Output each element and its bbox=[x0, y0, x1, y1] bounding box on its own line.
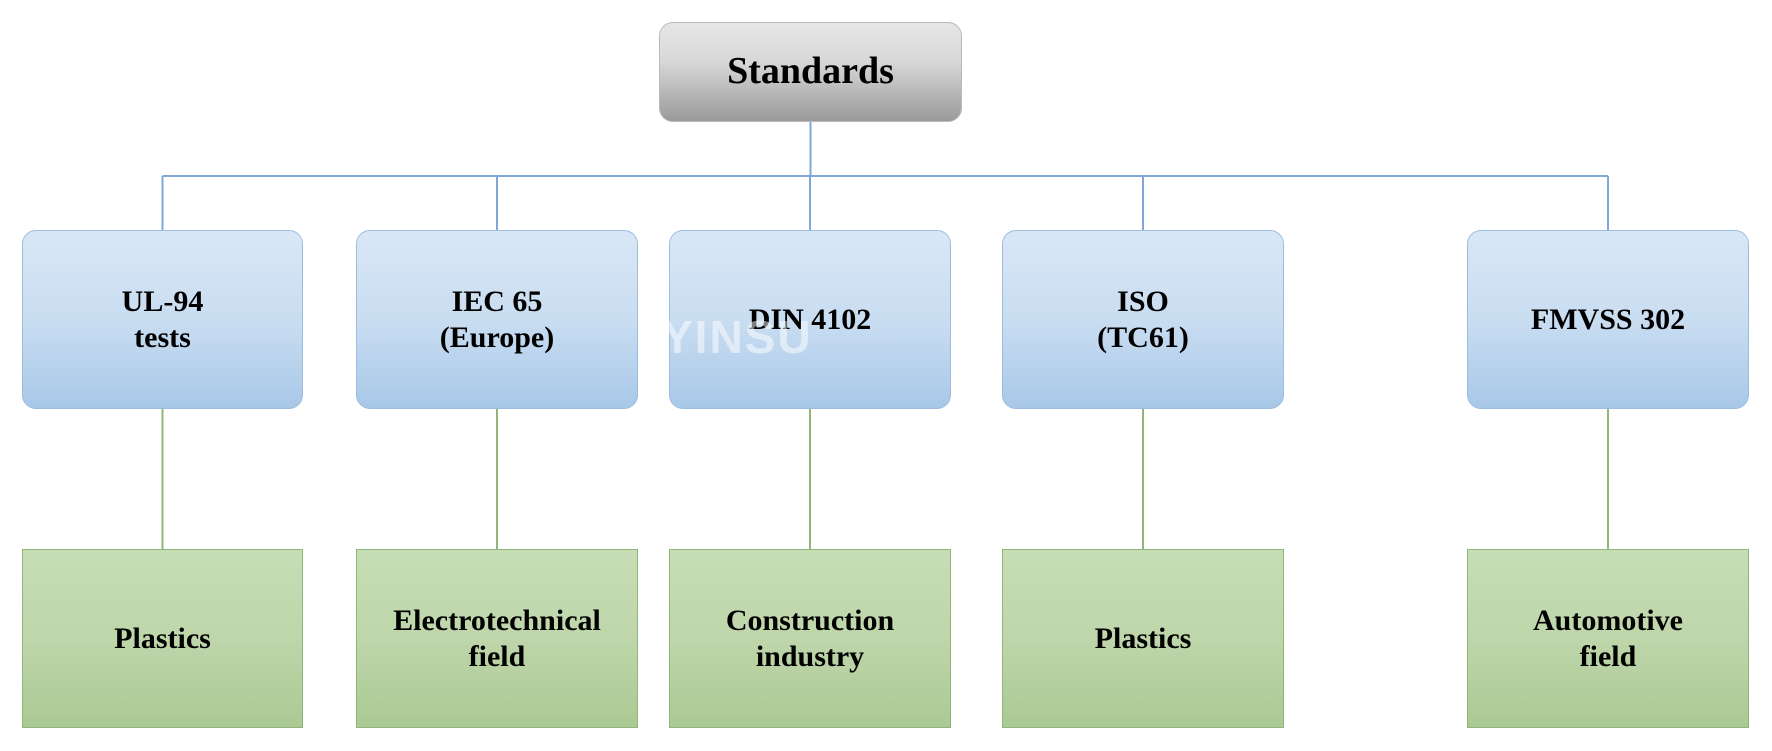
level2-node-ul94-leaf: Plastics bbox=[22, 549, 303, 728]
level2-node-iec65-leaf: Electrotechnical field bbox=[356, 549, 638, 728]
level1-node-iec65: IEC 65 (Europe) bbox=[356, 230, 638, 409]
level1-node-ul94: UL-94 tests bbox=[22, 230, 303, 409]
level2-node-din4102-leaf: Construction industry bbox=[669, 549, 951, 728]
level2-node-iso-leaf: Plastics bbox=[1002, 549, 1284, 728]
level1-node-iso: ISO (TC61) bbox=[1002, 230, 1284, 409]
level1-node-fmvss: FMVSS 302 bbox=[1467, 230, 1749, 409]
level2-node-fmvss-leaf: Automotive field bbox=[1467, 549, 1749, 728]
root-node-standards: Standards bbox=[659, 22, 962, 122]
level1-node-din4102: DIN 4102 bbox=[669, 230, 951, 409]
